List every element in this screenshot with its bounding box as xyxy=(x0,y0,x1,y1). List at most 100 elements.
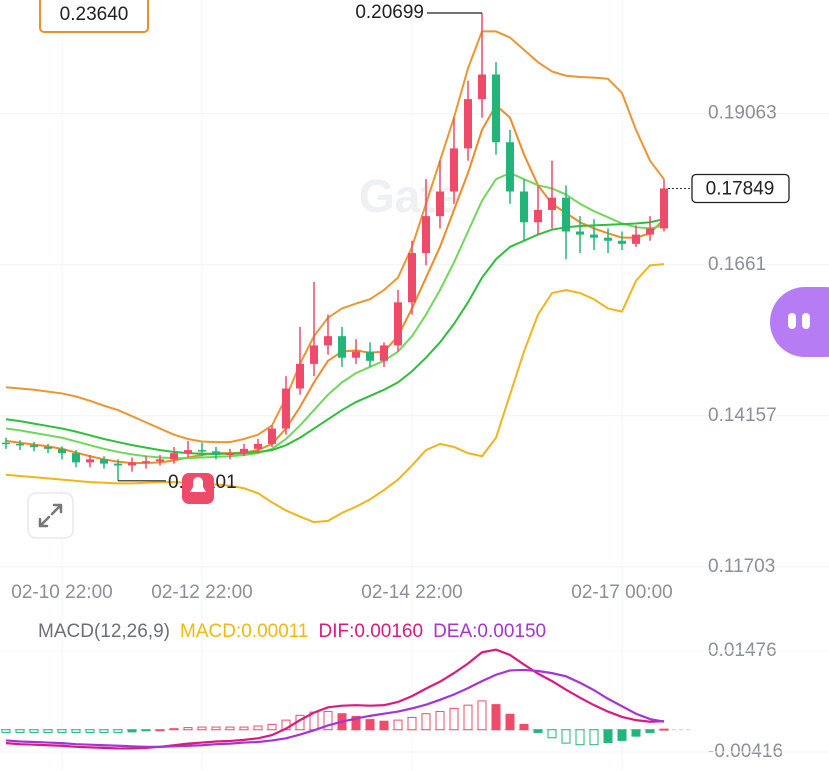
histogram-bar xyxy=(575,729,585,746)
histogram-bar xyxy=(505,713,515,731)
histogram-bar xyxy=(57,729,67,733)
histogram-bar xyxy=(477,700,487,731)
candle-body xyxy=(338,336,346,358)
candle-body xyxy=(296,363,304,389)
candle-body xyxy=(268,428,276,444)
histogram-bar xyxy=(449,707,459,731)
histogram-bar xyxy=(435,711,445,731)
histogram-bar xyxy=(547,729,557,739)
histogram-bar xyxy=(421,713,431,731)
histogram-bar xyxy=(253,725,263,731)
candle-body xyxy=(492,74,500,143)
histogram-bar xyxy=(43,729,53,733)
candle-body xyxy=(534,209,542,223)
candle-body xyxy=(170,453,178,460)
candle-body xyxy=(590,234,598,238)
x-tick-label: 02-14 22:00 xyxy=(361,582,462,603)
candle-body xyxy=(282,388,290,429)
event-badge-icon[interactable] xyxy=(190,477,206,492)
candle-body xyxy=(646,228,654,235)
histogram-bar xyxy=(15,729,25,733)
x-tick-label: 02-12 22:00 xyxy=(151,582,252,603)
histogram-bar xyxy=(407,716,417,731)
candle-body xyxy=(212,451,220,456)
histogram-bar xyxy=(85,729,95,733)
histogram-bar xyxy=(519,723,529,731)
histogram-bar xyxy=(99,729,109,733)
candle-body xyxy=(2,442,10,445)
candle-body xyxy=(562,197,570,232)
candle-body xyxy=(240,448,248,454)
indicator-line xyxy=(5,648,665,750)
histogram-bar xyxy=(71,729,81,733)
histogram-bar xyxy=(267,723,277,731)
histogram-bar xyxy=(225,726,235,731)
histogram-bar xyxy=(393,719,403,731)
histogram-bar xyxy=(141,729,151,732)
histogram-bar xyxy=(561,729,571,744)
histogram-bar xyxy=(323,711,333,731)
candle-body xyxy=(226,453,234,456)
cursor-label-box xyxy=(39,0,149,33)
assistant-bubble-bg[interactable] xyxy=(770,287,829,357)
candle-body xyxy=(422,216,430,254)
histogram-bar xyxy=(659,728,669,731)
histogram-bar xyxy=(463,704,473,731)
candle-body xyxy=(618,240,626,244)
assistant-eye xyxy=(802,313,810,329)
candle-body xyxy=(520,191,528,223)
candle-body xyxy=(380,345,388,361)
histogram-bar xyxy=(603,729,613,744)
histogram-bar xyxy=(491,704,501,731)
event-badge[interactable] xyxy=(182,473,214,504)
expand-button[interactable] xyxy=(27,492,74,539)
candle-body xyxy=(632,234,640,244)
candle-body xyxy=(16,443,24,446)
candle-body xyxy=(156,459,164,462)
histogram-bar xyxy=(351,715,361,731)
histogram-bar xyxy=(533,729,543,733)
histogram-bar xyxy=(127,729,137,733)
histogram-bar xyxy=(589,729,599,746)
histogram-bar xyxy=(197,726,207,731)
candle-body xyxy=(604,237,612,241)
histogram-bar xyxy=(239,726,249,731)
candle-body xyxy=(366,351,374,361)
last-price-label: 0.17849 xyxy=(706,178,775,199)
expand-icon[interactable] xyxy=(38,503,63,528)
candle-body xyxy=(30,445,38,448)
last-price-box xyxy=(691,173,790,204)
candle-body xyxy=(198,450,206,452)
y-tick-label: 0.1661 xyxy=(708,254,766,275)
legend-label: DEA:0.00150 xyxy=(433,621,546,642)
histogram-bar xyxy=(211,726,221,731)
candle-body xyxy=(450,148,458,192)
candle-body xyxy=(310,345,318,364)
x-tick-label: 02-17 00:00 xyxy=(571,582,672,603)
candle-body xyxy=(114,463,122,466)
candle-body xyxy=(660,188,668,229)
candle-body xyxy=(352,351,360,358)
x-tick-label: 02-10 22:00 xyxy=(11,582,112,603)
assistant-eye xyxy=(788,313,796,329)
candle-body xyxy=(436,191,444,217)
assistant-bubble[interactable] xyxy=(770,287,829,357)
y-tick-label: 0.19063 xyxy=(708,103,777,124)
candle-body xyxy=(128,462,136,466)
expand-button-bg[interactable] xyxy=(27,492,74,539)
histogram-bar xyxy=(169,728,179,731)
candle-body xyxy=(58,448,66,454)
overlay-line xyxy=(5,263,665,524)
indicator-line xyxy=(5,668,665,748)
candle-body xyxy=(324,336,332,346)
candle-body xyxy=(142,461,150,463)
candle-body xyxy=(506,142,514,192)
high-marker-label: 0.20699 xyxy=(355,2,424,23)
candle-body xyxy=(254,443,262,449)
y-tick-label: 0.14157 xyxy=(708,405,777,426)
overlay-line xyxy=(5,103,665,465)
histogram-bar xyxy=(113,729,123,733)
